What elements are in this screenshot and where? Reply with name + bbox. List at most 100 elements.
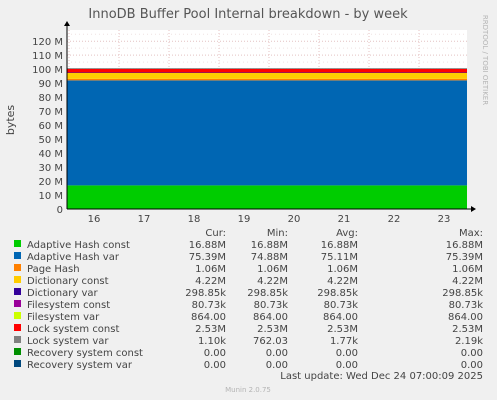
legend-value-avg: 16.88M bbox=[321, 240, 358, 251]
legend-value-cur: 4.22M bbox=[195, 276, 226, 287]
x-tick-label: 16 bbox=[88, 214, 101, 225]
x-tick-label: 21 bbox=[338, 214, 351, 225]
legend-value-max: 4.22M bbox=[452, 276, 483, 287]
legend-value-cur: 2.53M bbox=[195, 324, 226, 335]
y-tick-label: 20 M bbox=[38, 177, 63, 188]
legend-value-avg: 1.77k bbox=[330, 336, 358, 347]
legend-swatch bbox=[14, 348, 21, 355]
legend-value-min: 16.88M bbox=[251, 240, 288, 251]
legend-value-max: 80.73k bbox=[449, 300, 484, 311]
legend-column-header: Min: bbox=[267, 228, 288, 239]
x-tick-label: 19 bbox=[238, 214, 251, 225]
legend-value-cur: 298.85k bbox=[185, 288, 226, 299]
legend-value-cur: 75.39M bbox=[189, 252, 226, 263]
legend-value-max: 2.19k bbox=[455, 336, 483, 347]
area-adaptive-hash-var bbox=[67, 80, 467, 186]
legend-value-min: 74.88M bbox=[251, 252, 288, 263]
watermark: RRDTOOL / TOBI OETIKER bbox=[481, 15, 489, 105]
legend-value-avg: 864.00 bbox=[323, 312, 358, 323]
axes bbox=[64, 21, 476, 212]
legend-value-min: 80.73k bbox=[254, 300, 289, 311]
y-tick-label: 0 bbox=[57, 205, 63, 216]
legend-value-max: 2.53M bbox=[452, 324, 483, 335]
legend-series-name: Adaptive Hash var bbox=[27, 252, 120, 263]
y-tick-label: 70 M bbox=[38, 107, 63, 118]
legend-value-cur: 0.00 bbox=[204, 348, 226, 359]
legend-swatch bbox=[14, 264, 21, 271]
legend-value-avg: 298.85k bbox=[317, 288, 358, 299]
x-axis-arrow bbox=[471, 206, 476, 212]
legend-value-max: 0.00 bbox=[461, 348, 483, 359]
legend-swatch bbox=[14, 288, 21, 295]
legend-value-min: 4.22M bbox=[257, 276, 288, 287]
area-lock-system-var bbox=[67, 68, 467, 69]
last-update: Last update: Wed Dec 24 07:00:09 2025 bbox=[280, 371, 483, 382]
legend-value-avg: 75.11M bbox=[321, 252, 358, 263]
y-tick-label: 30 M bbox=[38, 163, 63, 174]
legend-value-avg: 4.22M bbox=[327, 276, 358, 287]
legend-series-name: Lock system var bbox=[27, 336, 109, 347]
legend-value-avg: 0.00 bbox=[336, 348, 358, 359]
legend-value-cur: 1.06M bbox=[195, 264, 226, 275]
legend-value-avg: 0.00 bbox=[336, 360, 358, 371]
legend-value-cur: 0.00 bbox=[204, 360, 226, 371]
legend-series-name: Recovery system var bbox=[27, 360, 133, 371]
legend-column-header: Max: bbox=[459, 228, 483, 239]
x-tick-label: 18 bbox=[188, 214, 201, 225]
legend-value-cur: 864.00 bbox=[191, 312, 226, 323]
legend-value-max: 0.00 bbox=[461, 360, 483, 371]
legend-series-name: Page Hash bbox=[27, 264, 80, 275]
legend-swatch bbox=[14, 240, 21, 247]
y-tick-labels: 0 10 M 20 M 30 M 40 M 50 M 60 M 70 M 80 M 90 M 100… bbox=[32, 37, 63, 216]
y-tick-label: 50 M bbox=[38, 135, 63, 146]
legend-swatch bbox=[14, 312, 21, 319]
legend-swatch bbox=[14, 300, 21, 307]
y-tick-label: 100 M bbox=[32, 65, 63, 76]
legend-value-max: 1.06M bbox=[452, 264, 483, 275]
legend-value-cur: 80.73k bbox=[192, 300, 227, 311]
legend-value-max: 75.39M bbox=[446, 252, 483, 263]
x-tick-label: 22 bbox=[388, 214, 401, 225]
legend-column-header: Cur: bbox=[205, 228, 226, 239]
area-dictionary-var bbox=[67, 72, 467, 73]
legend-swatch bbox=[14, 324, 21, 331]
legend-value-cur: 1.10k bbox=[198, 336, 226, 347]
legend-value-cur: 16.88M bbox=[189, 240, 226, 251]
stacked-areas bbox=[67, 68, 467, 209]
y-axis-label: bytes bbox=[4, 105, 17, 136]
y-tick-label: 110 M bbox=[32, 51, 63, 62]
y-tick-label: 120 M bbox=[32, 37, 63, 48]
x-tick-label: 17 bbox=[138, 214, 151, 225]
footer: Munin 2.0.75 bbox=[225, 386, 271, 394]
legend-swatch bbox=[14, 252, 21, 259]
chart-title: InnoDB Buffer Pool Internal breakdown - … bbox=[88, 7, 408, 22]
legend-series-name: Adaptive Hash const bbox=[27, 240, 130, 251]
legend-series-name: Dictionary var bbox=[27, 288, 99, 299]
legend-series-name: Filesystem const bbox=[27, 300, 110, 311]
area-lock-system-const bbox=[67, 68, 467, 73]
x-tick-labels: 16 17 18 19 20 21 22 23 bbox=[88, 214, 451, 225]
legend-value-min: 2.53M bbox=[257, 324, 288, 335]
legend-value-max: 298.85k bbox=[442, 288, 483, 299]
legend-swatch bbox=[14, 360, 21, 367]
legend-swatch bbox=[14, 276, 21, 283]
y-tick-label: 90 M bbox=[38, 79, 63, 90]
y-tick-label: 60 M bbox=[38, 121, 63, 132]
x-tick-label: 23 bbox=[438, 214, 451, 225]
y-tick-label: 80 M bbox=[38, 93, 63, 104]
legend: Cur: Min: Avg: Max: Adaptive Hash const 16.88… bbox=[14, 228, 483, 371]
legend-series-name: Filesystem var bbox=[27, 312, 100, 323]
legend-value-min: 1.06M bbox=[257, 264, 288, 275]
legend-column-header: Avg: bbox=[336, 228, 358, 239]
legend-value-max: 16.88M bbox=[446, 240, 483, 251]
legend-value-min: 0.00 bbox=[266, 348, 288, 359]
legend-value-min: 298.85k bbox=[247, 288, 288, 299]
legend-series-name: Recovery system const bbox=[27, 348, 143, 359]
legend-value-min: 864.00 bbox=[253, 312, 288, 323]
legend-value-avg: 80.73k bbox=[324, 300, 359, 311]
y-axis-arrow bbox=[64, 21, 70, 26]
y-tick-label: 10 M bbox=[38, 191, 63, 202]
area-page-hash bbox=[67, 78, 467, 81]
legend-value-min: 762.03 bbox=[253, 336, 288, 347]
